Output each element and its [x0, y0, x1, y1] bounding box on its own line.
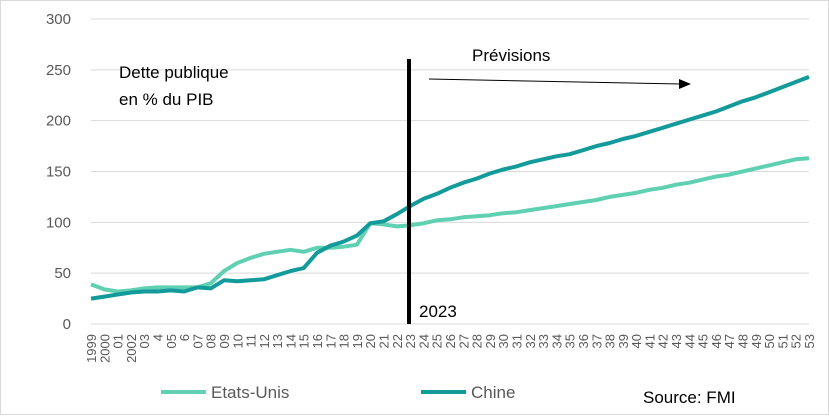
x-tick-label: 26	[443, 334, 458, 348]
x-tick-label: 31	[509, 334, 524, 348]
x-tick-label: 08	[204, 334, 219, 348]
x-tick-label: 19	[350, 334, 365, 348]
x-tick-label: 33	[536, 334, 551, 348]
x-tick-label: 2002	[124, 334, 139, 363]
x-tick-label: 38	[603, 334, 618, 348]
x-tick-label: 6	[177, 334, 192, 341]
x-tick-label: 47	[722, 334, 737, 348]
x-tick-label: 09	[217, 334, 232, 348]
y-tick-label: 150	[46, 164, 71, 181]
y-tick-label: 50	[54, 265, 71, 282]
y-tick-label: 200	[46, 113, 71, 130]
x-tick-label: 53	[802, 334, 817, 348]
legend-label-etats-unis: Etats-Unis	[211, 383, 289, 402]
x-tick-label: 12	[257, 334, 272, 348]
x-tick-label: 16	[310, 334, 325, 348]
x-tick-label: 23	[403, 334, 418, 348]
x-tick-label: 15	[297, 334, 312, 348]
x-tick-label: 37	[589, 334, 604, 348]
x-tick-label: 2000	[97, 334, 112, 363]
x-tick-label: 28	[470, 334, 485, 348]
chart-annotation-line1: Dette publique	[119, 63, 229, 82]
series-line-chine	[90, 75, 810, 301]
x-tick-label: 4	[150, 334, 165, 341]
x-tick-label: 32	[523, 334, 538, 348]
x-tick-label: 44	[682, 334, 697, 348]
y-tick-label: 250	[46, 62, 71, 79]
x-tick-label: 05	[164, 334, 179, 348]
chart-annotation-line2: en % du PIB	[119, 90, 214, 109]
series-line-etats-unis	[90, 156, 810, 294]
x-tick-label: 43	[669, 334, 684, 348]
x-tick-label: 10	[230, 334, 245, 348]
source-note: Source: FMI	[643, 388, 736, 407]
x-tick-label: 21	[377, 334, 392, 348]
forecast-label: Prévisions	[472, 46, 550, 65]
x-tick-label: 35	[563, 334, 578, 348]
x-tick-label: 49	[749, 334, 764, 348]
x-tick-label: 17	[323, 334, 338, 348]
x-tick-label: 18	[337, 334, 352, 348]
x-tick-label: 11	[244, 334, 259, 348]
x-tick-label: 07	[190, 334, 205, 348]
y-axis-ticks: 0 50 100 150 200 250 300	[46, 11, 71, 333]
series-lines	[90, 75, 810, 301]
forecast-arrow-shaft	[428, 78, 682, 85]
x-tick-label: 01	[111, 334, 126, 348]
x-tick-label: 14	[283, 334, 298, 348]
y-tick-label: 0	[63, 316, 71, 333]
y-tick-label: 300	[46, 11, 71, 28]
x-tick-label: 30	[496, 334, 511, 348]
x-tick-label: 46	[709, 334, 724, 348]
legend-label-chine: Chine	[471, 383, 515, 402]
x-tick-label: 42	[656, 334, 671, 348]
x-tick-label: 36	[576, 334, 591, 348]
x-tick-label: 50	[762, 334, 777, 348]
x-tick-label: 34	[549, 334, 564, 348]
x-tick-label: 29	[483, 334, 498, 348]
marker-label: 2023	[419, 302, 457, 321]
x-tick-label: 41	[642, 334, 657, 348]
x-tick-label: 20	[363, 334, 378, 348]
x-axis-ticks: 1999200001200203405607080910111213141516…	[84, 334, 817, 363]
x-tick-label: 13	[270, 334, 285, 348]
y-tick-label: 100	[46, 214, 71, 231]
x-tick-label: 52	[789, 334, 804, 348]
x-tick-label: 25	[430, 334, 445, 348]
forecast-arrow-head	[679, 79, 691, 89]
x-tick-label: 1999	[84, 334, 99, 363]
x-tick-label: 27	[456, 334, 471, 348]
x-tick-label: 48	[736, 334, 751, 348]
legend: Etats-Unis Chine	[161, 383, 515, 402]
gridlines	[91, 18, 809, 325]
x-tick-label: 40	[629, 334, 644, 348]
x-tick-label: 03	[137, 334, 152, 348]
x-tick-label: 24	[416, 334, 431, 348]
x-tick-label: 22	[390, 334, 405, 348]
x-tick-label: 39	[616, 334, 631, 348]
x-tick-label: 45	[696, 334, 711, 348]
x-tick-label: 51	[775, 334, 790, 348]
